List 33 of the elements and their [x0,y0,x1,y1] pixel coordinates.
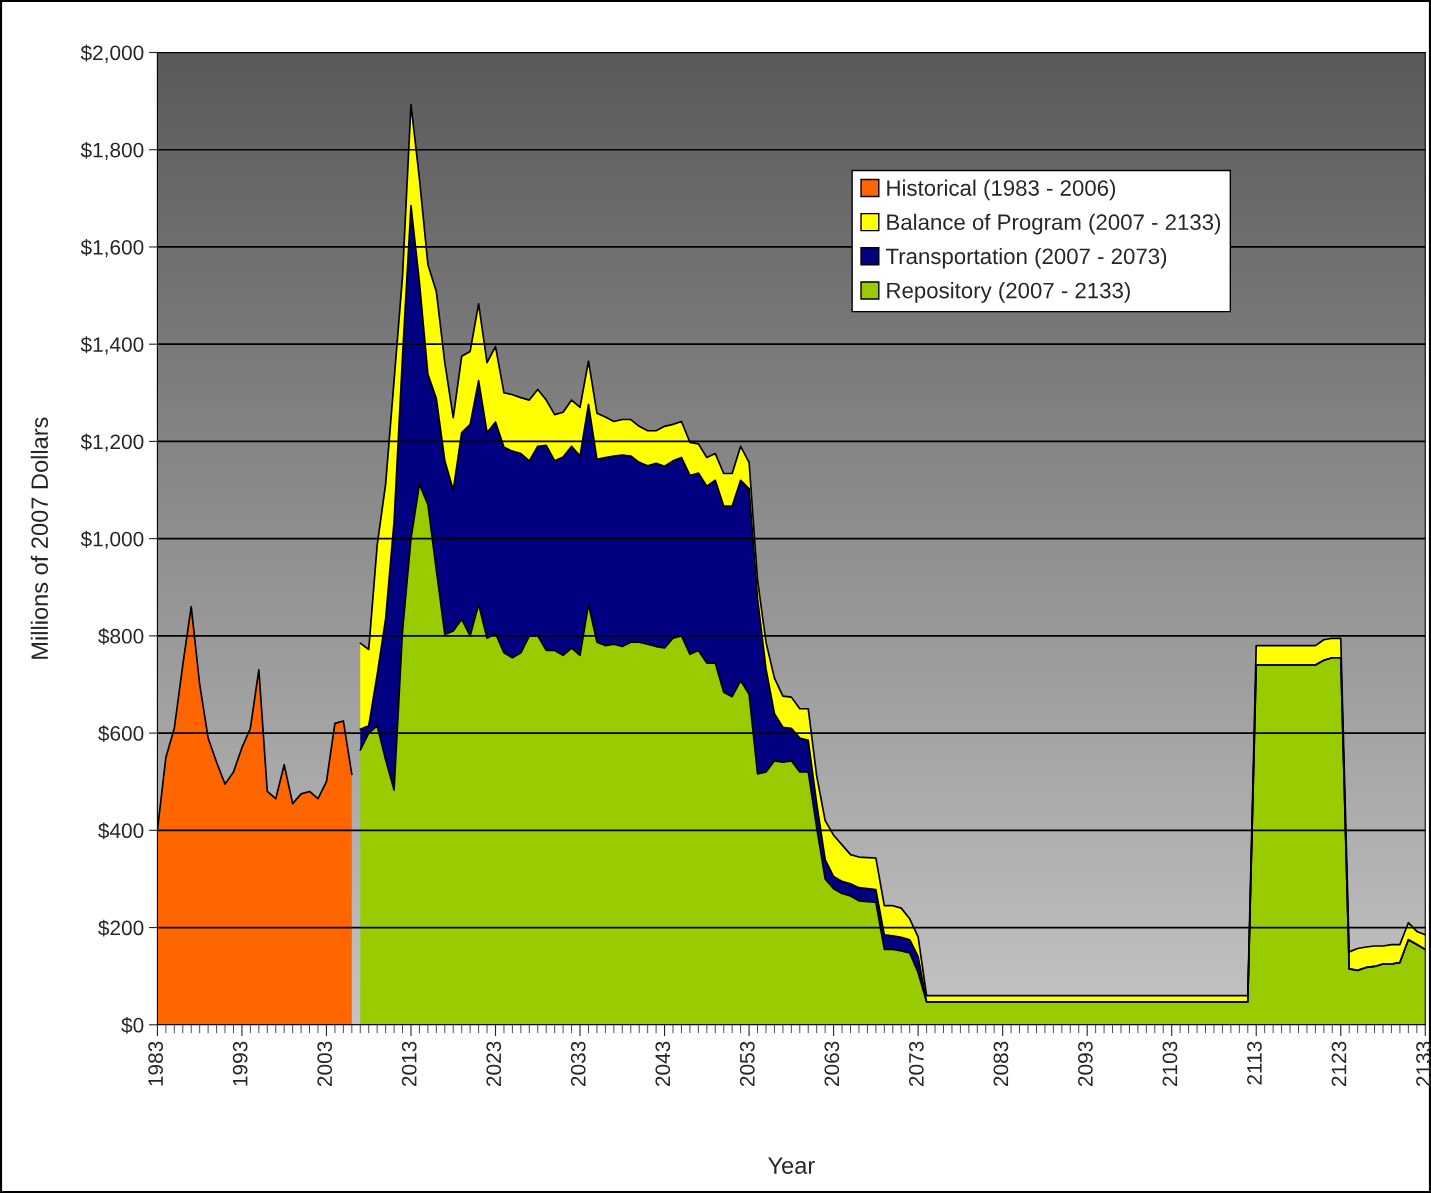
x-axis-title: Year [768,1157,815,1174]
x-tick-label: 2003 [317,1041,333,1087]
x-tick-label: 2033 [570,1041,586,1087]
y-tick-label: $1,000 [80,530,144,549]
x-tick-label: 2123 [1331,1041,1347,1087]
x-tick-label: 2063 [824,1041,840,1087]
legend-label: Historical (1983 - 2006) [887,179,1116,201]
legend-label: Transportation (2007 - 2073) [885,247,1167,269]
legend-label: Repository (2007 - 2133) [887,282,1130,303]
x-tick-label: 2093 [1078,1041,1093,1087]
y-tick-label: $400 [98,822,144,840]
x-tick-label: 2133 [1416,1041,1431,1087]
x-tick-label: 2043 [655,1041,671,1087]
x-tick-label: 2083 [993,1041,1009,1087]
y-tick-label: $1,400 [80,336,144,355]
x-tick-label: 2023 [486,1041,502,1087]
legend-label: Balance of Program (2007 - 2133) [887,213,1221,235]
y-tick-label: $1,200 [80,433,144,452]
y-tick-label: $600 [98,725,144,743]
x-tick-label: 2053 [739,1041,755,1087]
x-tick-label: 1983 [148,1041,163,1086]
x-tick-label: 2113 [1247,1041,1262,1085]
y-tick-label: $200 [98,919,144,937]
y-tick-label: $0 [121,1016,144,1034]
x-tick-label: 2013 [401,1041,417,1087]
x-tick-label: 2103 [1162,1041,1178,1087]
y-tick-label: $800 [98,627,144,645]
y-tick-label: $2,000 [80,44,144,63]
y-tick-label: $1,800 [80,141,144,160]
y-axis-title: Millions of 2007 Dollars [30,417,49,659]
x-tick-label: 1993 [232,1041,248,1086]
y-tick-label: $1,600 [80,239,144,258]
x-tick-label: 2073 [908,1041,924,1087]
